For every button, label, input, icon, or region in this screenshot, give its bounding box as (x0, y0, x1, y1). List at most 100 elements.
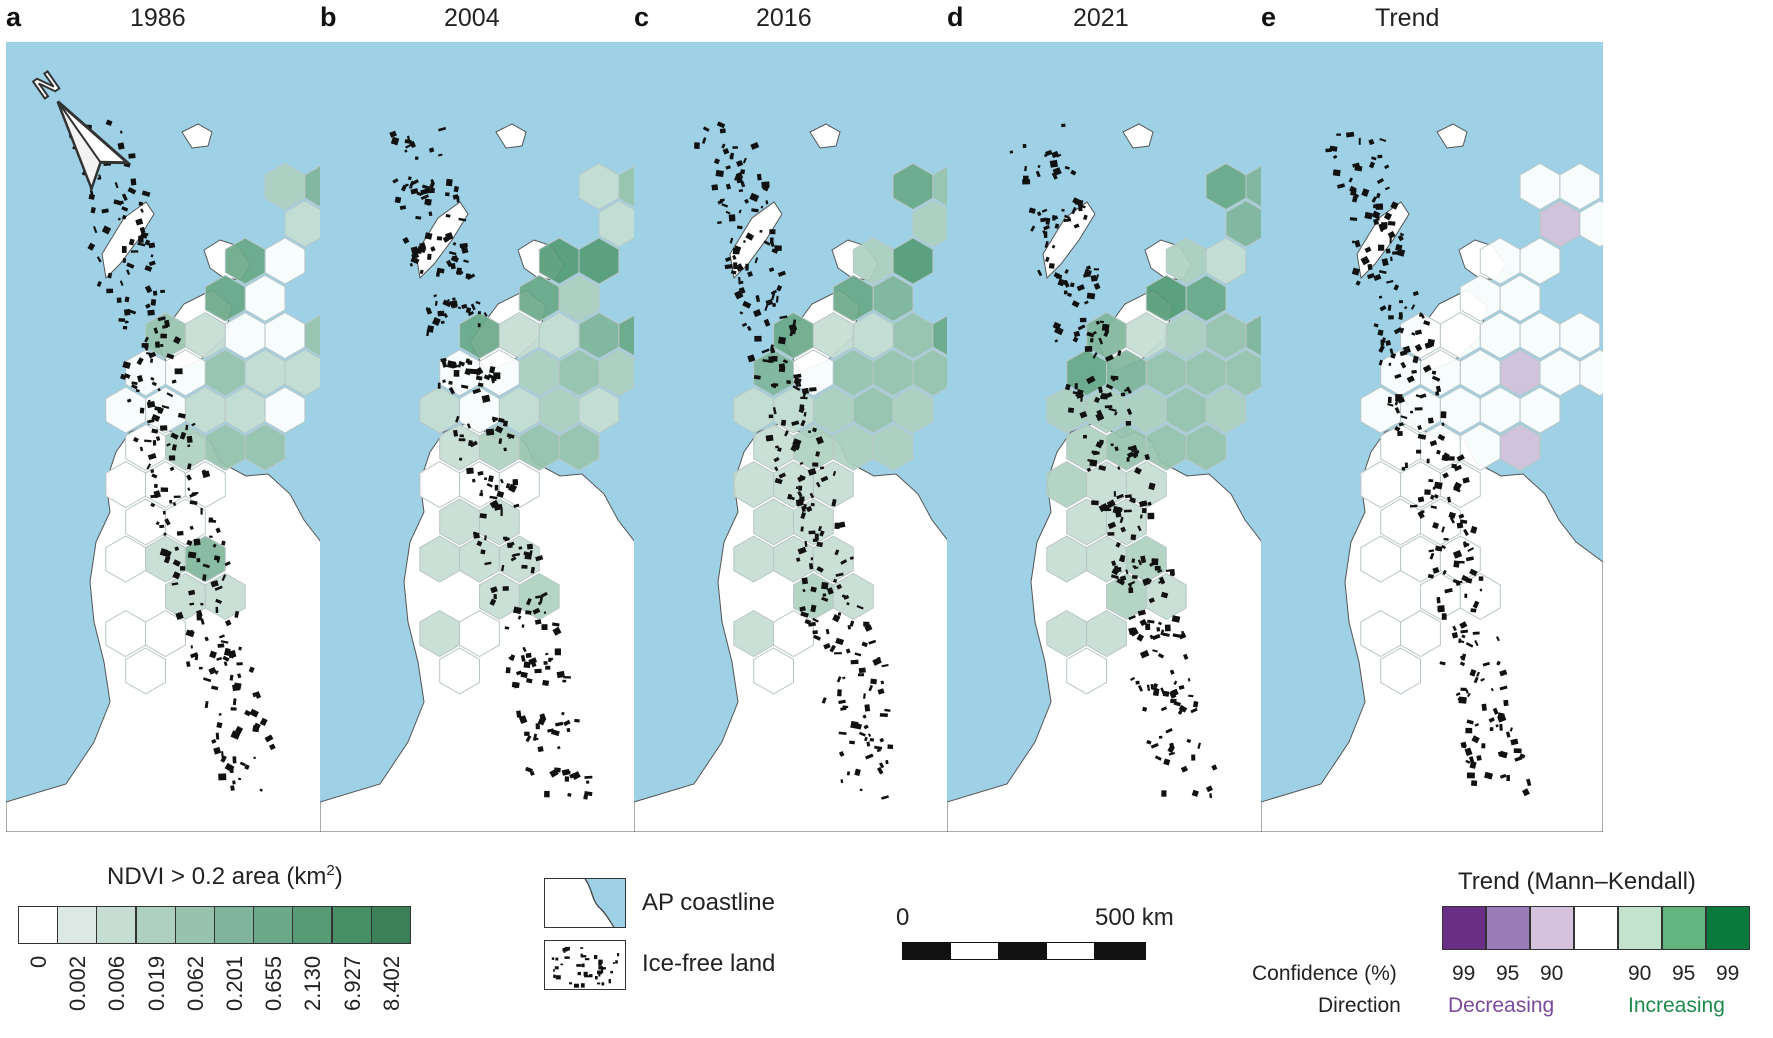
ice-free-patch (120, 373, 127, 380)
ice-free-patch (1459, 661, 1466, 667)
ice-free-patch (544, 790, 550, 798)
grid-hexagon (852, 312, 894, 360)
trend-legend-swatch (1706, 906, 1750, 950)
ice-free-patch (1411, 332, 1416, 336)
ice-free-patch (1332, 154, 1338, 159)
ice-free-patch (793, 373, 802, 379)
ice-free-patch (138, 201, 143, 206)
ice-free-patch (1439, 661, 1446, 666)
ice-free-patch (1509, 727, 1513, 732)
grid-hexagon (578, 386, 620, 434)
ice-free-patch (833, 578, 838, 583)
ice-free-patch (1378, 270, 1387, 274)
ice-free-patch (141, 343, 149, 348)
ice-free-patch (1499, 723, 1503, 731)
ice-free-patch (484, 561, 492, 566)
ice-free-patch (1398, 422, 1404, 427)
ice-free-patch (1464, 593, 1468, 598)
ice-free-patch (1103, 329, 1110, 337)
ice-free-patch (221, 540, 226, 546)
ice-free-patch (232, 756, 237, 764)
ice-free-patch (434, 300, 438, 306)
ice-free-patch (1414, 343, 1423, 352)
ice-free-patch (528, 657, 538, 665)
ndvi-legend-label: 2.130 (300, 955, 326, 1011)
ice-free-patch (1037, 164, 1041, 169)
ice-free-patch (487, 373, 495, 380)
ice-free-patch (1116, 578, 1126, 586)
ice-free-patch (530, 566, 535, 574)
ice-free-patch (612, 962, 615, 964)
ice-free-patch (749, 192, 760, 202)
ice-free-patch (1098, 439, 1104, 446)
confidence-value: 95 (1496, 962, 1520, 985)
ice-free-patch (232, 780, 236, 785)
ice-free-patch (1453, 464, 1462, 472)
ice-free-patch (224, 561, 231, 567)
ice-free-patch (1146, 684, 1151, 692)
ndvi-legend-title: NDVI > 0.2 area (km2) (107, 862, 343, 891)
grid-hexagon (578, 312, 620, 360)
ice-free-patch (534, 668, 542, 674)
ice-free-patch (186, 435, 193, 444)
ice-free-patch (765, 200, 769, 205)
ice-free-patch (1464, 747, 1473, 757)
ice-free-patch (172, 559, 181, 567)
grid-hexagon (1459, 572, 1501, 620)
ice-free-patch (803, 504, 807, 509)
ice-free-patch (798, 406, 805, 414)
ice-free-patch (543, 611, 547, 614)
ice-free-patch (442, 379, 447, 384)
ice-free-patch (808, 430, 811, 433)
ice-free-patch (1126, 451, 1135, 459)
ice-free-patch (1079, 411, 1088, 419)
panel-letter: d (947, 2, 964, 32)
ice-free-patch (754, 335, 762, 342)
ice-free-patch (445, 232, 454, 241)
ice-free-patch (775, 295, 779, 303)
ice-free-patch (584, 958, 590, 961)
ice-free-patch (535, 595, 542, 599)
ice-free-patch (1398, 314, 1404, 320)
ice-free-patch (130, 178, 137, 186)
ice-free-patch (151, 473, 158, 479)
grid-hexagon (892, 312, 934, 360)
ice-free-patch (502, 586, 509, 591)
ice-free-patch (1348, 177, 1354, 183)
ice-free-patch (777, 447, 782, 452)
ice-free-patch (1110, 574, 1119, 580)
ice-free-patch (525, 766, 534, 773)
grid-hexagon (558, 349, 600, 397)
island-land (181, 123, 213, 149)
grid-hexagon (224, 312, 266, 360)
ice-free-patch (476, 540, 483, 547)
ice-free-patch (562, 679, 567, 683)
ice-free-patch (114, 182, 119, 189)
ice-free-patch (1186, 738, 1192, 744)
ice-free-patch (186, 463, 192, 470)
panel-title: 2021 (1073, 4, 1129, 32)
ice-free-patch (522, 646, 527, 653)
ice-free-patch (1156, 626, 1161, 632)
ice-free-patch (1453, 481, 1462, 491)
ice-free-patch (132, 436, 139, 443)
ice-free-patch (484, 477, 488, 481)
ice-free-patch (1387, 304, 1392, 311)
ice-free-patch (189, 652, 199, 659)
ice-free-patch (1160, 629, 1165, 636)
ice-free-patch (1079, 317, 1087, 323)
ice-free-patch (1096, 409, 1103, 418)
ice-free-patch (849, 740, 855, 745)
ice-free-patch (870, 678, 878, 685)
ice-free-patch (428, 147, 435, 153)
ice-free-patch (615, 960, 618, 964)
ice-free-patch (477, 323, 481, 328)
ice-free-patch (1351, 267, 1360, 276)
ice-free-patch (753, 375, 761, 380)
grid-hexagon (1579, 200, 1603, 248)
grid-hexagon (145, 610, 186, 658)
ndvi-legend-swatch (57, 906, 98, 944)
ice-free-patch (147, 453, 157, 461)
ice-free-patch (879, 737, 885, 743)
scale-segment (1046, 942, 1095, 960)
